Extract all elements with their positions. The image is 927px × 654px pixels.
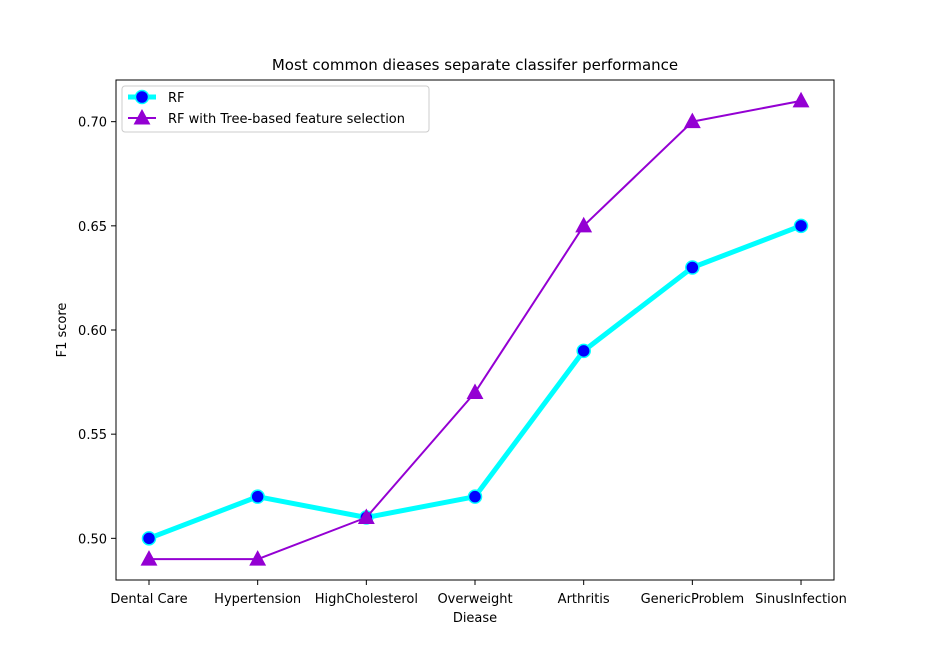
data-point — [250, 489, 265, 504]
legend-label: RF — [168, 91, 185, 106]
legend-item-rf: RF — [128, 89, 185, 106]
data-point — [683, 112, 701, 129]
y-tick-label: 0.50 — [78, 532, 107, 547]
x-axis-ticks: Dental Care Hypertension HighCholesterol Ov… — [110, 580, 847, 607]
data-point — [466, 383, 484, 399]
data-point — [792, 91, 810, 108]
chart-title: Most common dieases separate classifer p… — [272, 56, 678, 74]
data-point — [575, 216, 593, 233]
y-tick-label: 0.60 — [78, 324, 107, 339]
y-tick-label: 0.55 — [78, 428, 107, 443]
y-tick-label: 0.70 — [78, 116, 107, 131]
x-tick-label: Overweight — [437, 592, 512, 607]
data-point — [249, 550, 267, 566]
legend-marker — [134, 89, 150, 105]
y-axis-ticks: 0.50 0.55 0.60 0.65 0.70 — [78, 116, 116, 547]
x-tick-label: GenericProblem — [641, 592, 745, 607]
data-point — [140, 550, 158, 566]
legend-box — [121, 85, 430, 133]
x-tick-label: Dental Care — [110, 592, 187, 607]
x-tick-label: Arthritis — [558, 592, 610, 607]
data-point — [357, 508, 375, 524]
x-tick-label: Hypertension — [214, 592, 301, 607]
data-point — [467, 489, 483, 504]
data-point — [576, 343, 591, 359]
data-point — [793, 218, 809, 234]
series-rf-tree-selection — [140, 91, 810, 566]
legend: RF RF with Tree-based feature selection — [121, 85, 430, 133]
y-tick-label: 0.65 — [78, 220, 107, 235]
data-point — [141, 531, 157, 546]
x-tick-label: HighCholesterol — [315, 592, 418, 607]
series-layer — [140, 91, 810, 566]
x-axis-label: Diease — [453, 611, 497, 626]
legend-label: RF with Tree-based feature selection — [168, 112, 405, 127]
y-axis-label: F1 score — [55, 303, 70, 358]
legend-item-rf-tree-selection: RF with Tree-based feature selection — [128, 108, 405, 127]
data-point — [685, 260, 700, 275]
plot-area — [115, 79, 835, 581]
series-rf — [141, 218, 809, 546]
legend-marker — [133, 108, 151, 125]
x-tick-label: SinusInfection — [755, 592, 847, 607]
